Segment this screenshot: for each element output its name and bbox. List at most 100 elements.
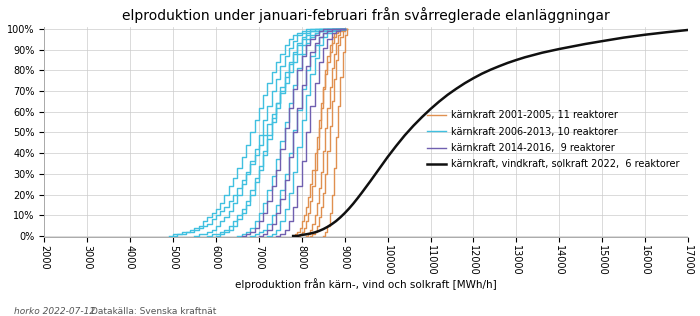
kärnkraft 2006-2013, 10 reaktorer xyxy=(229,193,237,197)
kärnkraft 2006-2013, 10 reaktorer xyxy=(267,112,276,116)
kärnkraft, vindkraft, solkraft 2022,  6 reaktorer xyxy=(461,81,469,85)
Title: elproduktion under januari-februari från svårreglerade elanläggningar: elproduktion under januari-februari från… xyxy=(122,7,610,23)
Text: Datakälla: Svenska kraftnät: Datakälla: Svenska kraftnät xyxy=(91,307,216,316)
kärnkraft 2014-2016,  9 reaktorer xyxy=(255,220,263,223)
Line: kärnkraft 2001-2005, 11 reaktorer: kärnkraft 2001-2005, 11 reaktorer xyxy=(293,29,346,236)
kärnkraft 2006-2013, 10 reaktorer xyxy=(203,222,211,225)
kärnkraft 2006-2013, 10 reaktorer xyxy=(255,143,263,147)
kärnkraft 2006-2013, 10 reaktorer xyxy=(251,153,259,157)
kärnkraft 2014-2016,  9 reaktorer xyxy=(310,33,319,37)
kärnkraft 2006-2013, 10 reaktorer xyxy=(336,27,344,31)
kärnkraft 2001-2005, 11 reaktorer xyxy=(330,35,338,39)
kärnkraft, vindkraft, solkraft 2022,  6 reaktorer xyxy=(306,232,314,235)
kärnkraft 2006-2013, 10 reaktorer xyxy=(241,170,250,174)
kärnkraft 2014-2016,  9 reaktorer xyxy=(302,44,310,47)
kärnkraft 2006-2013, 10 reaktorer xyxy=(293,52,302,56)
Text: horko 2022-07-12: horko 2022-07-12 xyxy=(14,307,95,316)
kärnkraft 2001-2005, 11 reaktorer xyxy=(336,27,344,31)
kärnkraft 2001-2005, 11 reaktorer xyxy=(289,234,298,238)
kärnkraft 2006-2013, 10 reaktorer xyxy=(186,230,195,234)
kärnkraft 2006-2013, 10 reaktorer xyxy=(173,232,181,236)
kärnkraft 2006-2013, 10 reaktorer xyxy=(310,31,319,35)
kärnkraft 2006-2013, 10 reaktorer xyxy=(220,205,229,209)
kärnkraft 2001-2005, 11 reaktorer xyxy=(323,60,332,64)
kärnkraft 2014-2016,  9 reaktorer xyxy=(336,27,344,31)
kärnkraft 2006-2013, 10 reaktorer xyxy=(181,230,190,234)
kärnkraft 2014-2016,  9 reaktorer xyxy=(293,69,302,72)
kärnkraft 2006-2013, 10 reaktorer xyxy=(259,133,267,137)
kärnkraft 2006-2013, 10 reaktorer xyxy=(225,199,233,203)
Line: kärnkraft 2006-2013, 10 reaktorer: kärnkraft 2006-2013, 10 reaktorer xyxy=(173,29,344,236)
kärnkraft 2006-2013, 10 reaktorer xyxy=(281,81,289,85)
kärnkraft 2001-2005, 11 reaktorer xyxy=(298,220,306,223)
kärnkraft 2014-2016,  9 reaktorer xyxy=(289,87,298,91)
kärnkraft 2014-2016,  9 reaktorer xyxy=(285,106,293,110)
kärnkraft 2006-2013, 10 reaktorer xyxy=(272,101,280,105)
kärnkraft 2014-2016,  9 reaktorer xyxy=(241,232,250,236)
kärnkraft 2001-2005, 11 reaktorer xyxy=(302,205,310,209)
kärnkraft 2006-2013, 10 reaktorer xyxy=(298,44,306,47)
kärnkraft 2014-2016,  9 reaktorer xyxy=(263,199,272,203)
kärnkraft 2006-2013, 10 reaktorer xyxy=(306,33,314,37)
kärnkraft 2014-2016,  9 reaktorer xyxy=(332,27,340,31)
kärnkraft 2006-2013, 10 reaktorer xyxy=(195,226,203,230)
X-axis label: elproduktion från kärn-, vind och solkraft [MWh/h]: elproduktion från kärn-, vind och solkra… xyxy=(235,278,497,290)
kärnkraft 2001-2005, 11 reaktorer xyxy=(308,168,316,172)
Legend: kärnkraft 2001-2005, 11 reaktorer, kärnkraft 2006-2013, 10 reaktorer, kärnkraft : kärnkraft 2001-2005, 11 reaktorer, kärnk… xyxy=(423,106,683,173)
kärnkraft 2014-2016,  9 reaktorer xyxy=(272,168,280,172)
kärnkraft 2006-2013, 10 reaktorer xyxy=(233,186,242,190)
kärnkraft 2006-2013, 10 reaktorer xyxy=(246,161,254,165)
kärnkraft 2006-2013, 10 reaktorer xyxy=(263,122,272,126)
kärnkraft 2006-2013, 10 reaktorer xyxy=(169,234,177,238)
kärnkraft 2001-2005, 11 reaktorer xyxy=(321,73,330,76)
kärnkraft 2014-2016,  9 reaktorer xyxy=(276,147,284,151)
kärnkraft 2006-2013, 10 reaktorer xyxy=(207,217,216,221)
kärnkraft 2014-2016,  9 reaktorer xyxy=(298,54,306,58)
kärnkraft, vindkraft, solkraft 2022,  6 reaktorer xyxy=(400,133,409,137)
kärnkraft 2006-2013, 10 reaktorer xyxy=(211,213,220,217)
kärnkraft 2006-2013, 10 reaktorer xyxy=(190,228,199,232)
Line: kärnkraft 2014-2016,  9 reaktorer: kärnkraft 2014-2016, 9 reaktorer xyxy=(241,29,344,236)
kärnkraft 2001-2005, 11 reaktorer xyxy=(319,87,328,91)
kärnkraft 2001-2005, 11 reaktorer xyxy=(310,151,319,155)
kärnkraft 2001-2005, 11 reaktorer xyxy=(291,232,300,236)
kärnkraft 2001-2005, 11 reaktorer xyxy=(342,27,351,31)
kärnkraft, vindkraft, solkraft 2022,  6 reaktorer xyxy=(684,28,692,32)
kärnkraft 2006-2013, 10 reaktorer xyxy=(323,27,332,31)
kärnkraft 2014-2016,  9 reaktorer xyxy=(323,27,332,31)
kärnkraft 2014-2016,  9 reaktorer xyxy=(328,27,336,31)
kärnkraft 2006-2013, 10 reaktorer xyxy=(319,29,328,33)
kärnkraft 2006-2013, 10 reaktorer xyxy=(340,27,349,31)
kärnkraft 2006-2013, 10 reaktorer xyxy=(302,37,310,41)
kärnkraft 2006-2013, 10 reaktorer xyxy=(276,91,284,95)
kärnkraft 2014-2016,  9 reaktorer xyxy=(340,27,349,31)
kärnkraft 2001-2005, 11 reaktorer xyxy=(312,135,321,138)
kärnkraft 2001-2005, 11 reaktorer xyxy=(295,226,304,230)
kärnkraft 2006-2013, 10 reaktorer xyxy=(328,27,336,31)
kärnkraft 2001-2005, 11 reaktorer xyxy=(315,118,323,122)
kärnkraft 2001-2005, 11 reaktorer xyxy=(306,182,314,186)
kärnkraft 2001-2005, 11 reaktorer xyxy=(317,101,326,105)
kärnkraft 2001-2005, 11 reaktorer xyxy=(300,213,308,217)
kärnkraft, vindkraft, solkraft 2022,  6 reaktorer xyxy=(366,179,375,183)
kärnkraft, vindkraft, solkraft 2022,  6 reaktorer xyxy=(289,234,298,238)
kärnkraft 2014-2016,  9 reaktorer xyxy=(319,27,328,31)
kärnkraft 2006-2013, 10 reaktorer xyxy=(285,70,293,74)
kärnkraft 2006-2013, 10 reaktorer xyxy=(237,178,246,182)
kärnkraft 2006-2013, 10 reaktorer xyxy=(289,60,298,64)
kärnkraft 2014-2016,  9 reaktorer xyxy=(315,29,323,33)
kärnkraft 2001-2005, 11 reaktorer xyxy=(338,27,346,31)
kärnkraft, vindkraft, solkraft 2022,  6 reaktorer xyxy=(478,72,486,76)
kärnkraft 2001-2005, 11 reaktorer xyxy=(340,27,349,31)
kärnkraft 2001-2005, 11 reaktorer xyxy=(326,50,334,54)
kärnkraft 2014-2016,  9 reaktorer xyxy=(267,185,276,188)
kärnkraft 2014-2016,  9 reaktorer xyxy=(237,234,246,238)
kärnkraft 2001-2005, 11 reaktorer xyxy=(328,41,336,45)
kärnkraft 2014-2016,  9 reaktorer xyxy=(251,226,259,230)
kärnkraft 2006-2013, 10 reaktorer xyxy=(199,224,207,228)
kärnkraft 2014-2016,  9 reaktorer xyxy=(281,126,289,130)
kärnkraft 2014-2016,  9 reaktorer xyxy=(306,37,314,41)
kärnkraft 2006-2013, 10 reaktorer xyxy=(216,209,225,213)
kärnkraft 2001-2005, 11 reaktorer xyxy=(304,195,312,198)
kärnkraft 2001-2005, 11 reaktorer xyxy=(334,29,342,33)
